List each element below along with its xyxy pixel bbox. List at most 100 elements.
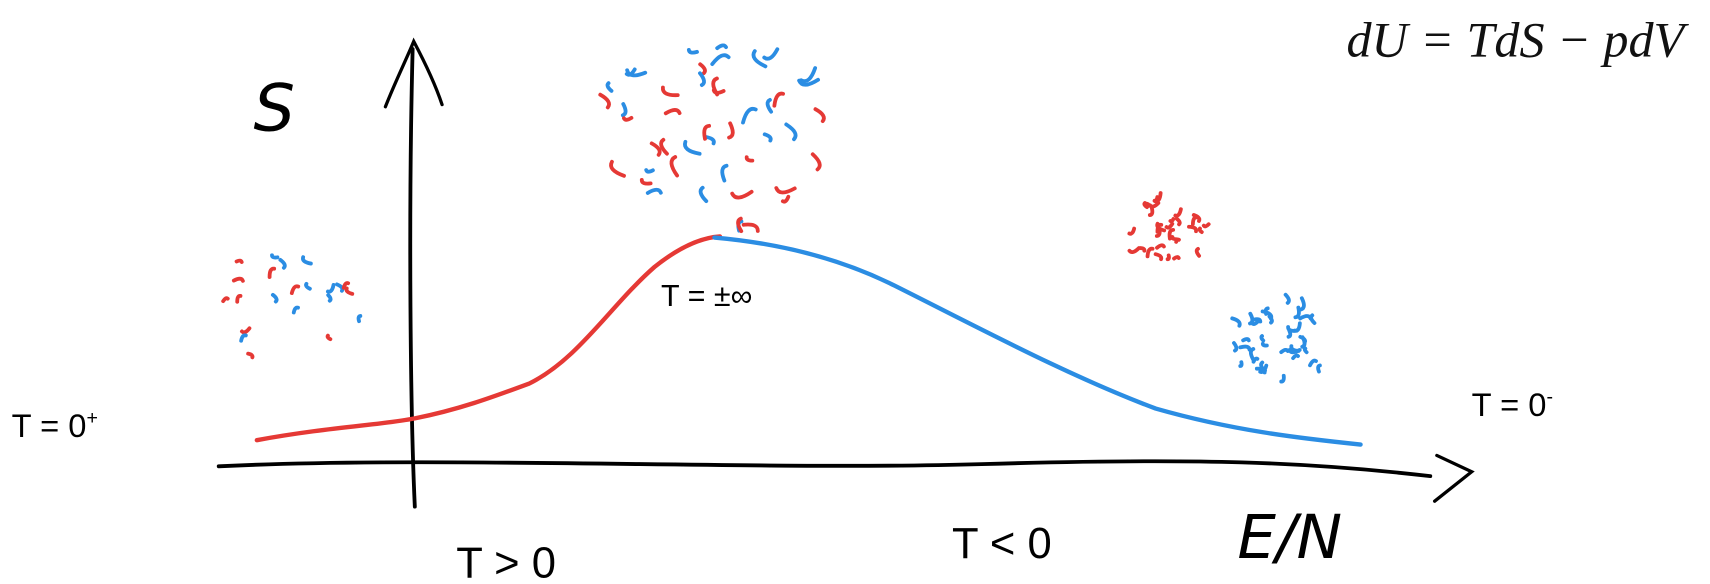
particle xyxy=(686,47,699,55)
particle xyxy=(727,121,735,140)
particle xyxy=(799,66,818,84)
particle xyxy=(301,255,313,266)
particle xyxy=(1201,222,1211,229)
particle xyxy=(751,49,768,69)
y-axis-arrow xyxy=(383,37,444,109)
particle xyxy=(1248,347,1256,362)
particle xyxy=(1263,306,1270,316)
particle xyxy=(325,333,333,342)
particle xyxy=(326,293,333,303)
particle xyxy=(1172,255,1181,261)
label-sup: + xyxy=(86,407,97,429)
label-text: T = 0 xyxy=(1472,386,1547,423)
x-axis-label: E/N xyxy=(1237,502,1342,573)
particle xyxy=(1152,195,1160,203)
particle xyxy=(1230,316,1242,328)
positive-label: T > 0 xyxy=(456,539,556,584)
particle xyxy=(270,253,280,260)
particle xyxy=(813,107,826,124)
particle xyxy=(234,258,244,264)
particle xyxy=(1299,296,1306,312)
particle xyxy=(663,108,682,116)
particles xyxy=(221,43,1322,384)
negative-temperature-curve xyxy=(712,235,1363,447)
particle xyxy=(1167,227,1176,241)
particle xyxy=(1316,363,1322,374)
particle xyxy=(1127,246,1141,255)
particle xyxy=(304,281,312,291)
particle xyxy=(356,314,363,324)
particle xyxy=(1170,235,1179,242)
particle xyxy=(1300,335,1307,349)
particle xyxy=(1279,347,1290,355)
particle xyxy=(711,76,719,97)
particle xyxy=(644,168,655,174)
particle xyxy=(762,132,773,143)
equation: dU = TdS − pdV xyxy=(1346,12,1689,68)
particle xyxy=(762,47,780,61)
particle xyxy=(1232,341,1239,353)
particle xyxy=(1173,207,1183,218)
particle xyxy=(1174,216,1182,227)
x-axis-arrow xyxy=(1433,453,1475,503)
particle xyxy=(736,216,744,234)
particle xyxy=(741,222,760,233)
y-axis-label: S xyxy=(254,71,295,147)
particle xyxy=(335,282,345,293)
particle xyxy=(1143,201,1151,208)
particle xyxy=(1267,314,1274,325)
particle xyxy=(1190,215,1199,226)
particle xyxy=(1153,252,1164,262)
particle xyxy=(774,186,797,195)
particle xyxy=(1260,341,1269,348)
particle xyxy=(702,123,712,141)
particle xyxy=(659,137,669,156)
particle xyxy=(780,194,791,204)
particle xyxy=(221,296,230,304)
particle xyxy=(744,155,755,163)
zero-minus-label: T = 0- xyxy=(1472,386,1553,423)
particle xyxy=(698,185,709,204)
particle xyxy=(741,107,758,125)
particle xyxy=(246,351,255,360)
particle xyxy=(765,98,774,114)
particle xyxy=(341,281,351,290)
particle xyxy=(1298,314,1313,321)
label-sup: - xyxy=(1546,386,1553,408)
particle xyxy=(1286,328,1293,339)
particle xyxy=(1248,311,1255,326)
particle xyxy=(1138,246,1147,253)
y-axis xyxy=(408,47,417,509)
particle xyxy=(698,62,707,76)
particle xyxy=(1309,313,1317,325)
particle xyxy=(620,102,628,118)
particle xyxy=(1292,321,1302,333)
particle xyxy=(1165,253,1171,262)
particle xyxy=(235,293,243,304)
particle xyxy=(1241,337,1251,343)
particle xyxy=(609,159,626,178)
particle xyxy=(1238,344,1252,352)
particle xyxy=(720,163,729,183)
particle xyxy=(1258,363,1269,374)
particle xyxy=(1127,226,1137,236)
particle xyxy=(598,92,611,110)
particle xyxy=(1251,356,1260,364)
particle xyxy=(1283,292,1291,305)
particle xyxy=(669,155,679,178)
particle xyxy=(1147,205,1155,217)
label-text: T = 0 xyxy=(12,407,87,444)
particle xyxy=(797,77,820,87)
particle xyxy=(267,266,277,279)
x-axis xyxy=(216,459,1433,479)
zero-plus-label: T = 0+ xyxy=(12,407,98,444)
particle xyxy=(710,53,731,66)
particle xyxy=(1291,353,1300,361)
particle xyxy=(639,177,653,186)
particle xyxy=(240,326,252,335)
particle xyxy=(1302,346,1309,355)
particle xyxy=(704,135,716,146)
particle xyxy=(1293,305,1301,320)
particle xyxy=(1194,246,1201,258)
